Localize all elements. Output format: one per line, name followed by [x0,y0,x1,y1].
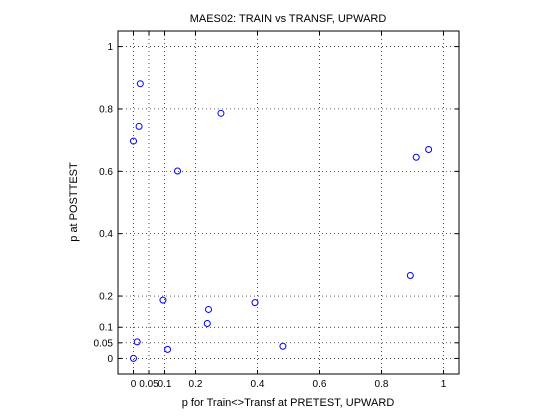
x-tick-label: 0.6 [313,379,327,390]
plot-area [118,31,459,374]
y-tick-label: 0.6 [99,167,113,178]
x-axis-label: p for Train<>Transf at PRETEST, UPWARD [182,397,395,409]
data-points [130,80,433,362]
y-tick-label: 0.8 [99,104,113,115]
data-point [406,271,414,279]
x-tick-labels: 0 0.050.1 0.2 0.4 0.6 0.8 1 [131,379,447,390]
y-axis-label: p at POSTTEST [68,162,80,242]
x-tick-label: 0 [131,379,137,390]
axis-ticks [118,31,459,374]
data-point [133,338,141,346]
y-tick-label: 1 [107,42,113,53]
x-tick-label: 0.2 [189,379,203,390]
y-tick-label: 0.4 [99,229,113,240]
data-point [425,145,433,153]
data-point [251,299,259,307]
data-point [174,167,182,175]
y-tick-label: 0.05 [94,338,114,349]
data-point [279,342,287,350]
data-point [412,153,420,161]
data-point [159,296,167,304]
x-tick-label: 0.4 [251,379,265,390]
data-point [130,137,137,145]
x-tick-label: 1 [441,379,447,390]
x-tick-label: 0.05 [139,379,159,390]
data-point [205,305,213,313]
y-tick-label: 0.1 [99,323,113,334]
data-point [130,354,137,362]
data-point [136,80,144,88]
y-tick-labels: 0 0.05 0.1 0.2 0.4 0.6 0.8 1 [94,42,114,365]
y-tick-label: 0 [107,354,113,365]
y-tick-label: 0.2 [99,292,113,303]
data-point [217,109,225,117]
data-point [135,122,143,130]
data-point [164,345,172,353]
chart-title: MAES02: TRAIN vs TRANSF, UPWARD [190,13,387,25]
plot-frame [117,30,460,375]
x-tick-label: 0.8 [375,379,389,390]
data-point [203,319,211,327]
x-tick-label: 0.1 [158,379,172,390]
